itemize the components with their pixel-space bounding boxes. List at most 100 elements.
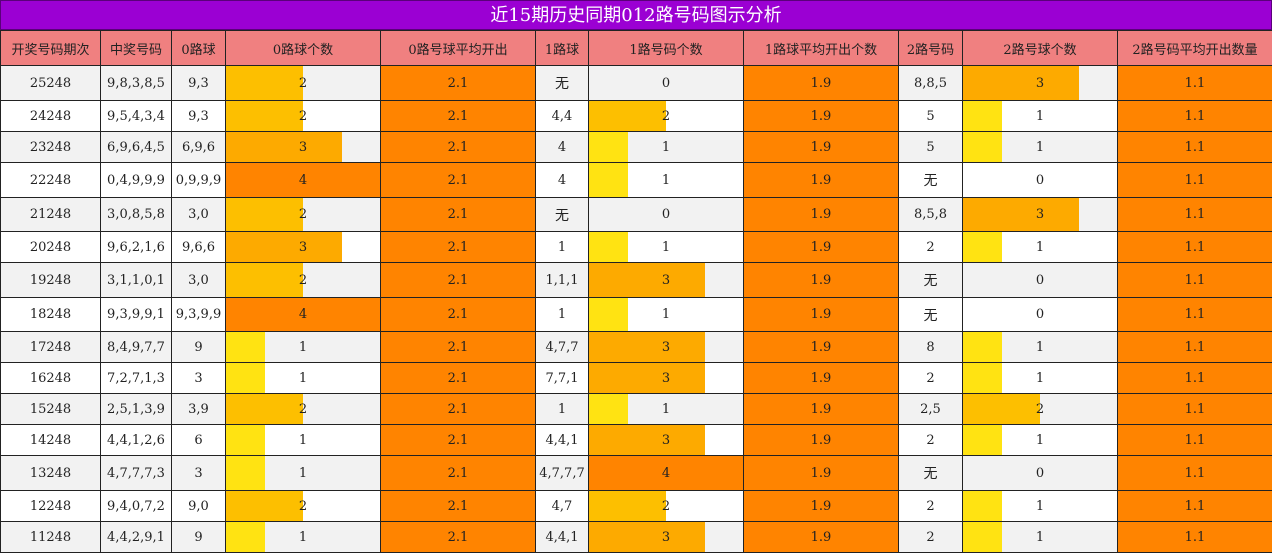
- route1-balls-cell: 4: [535, 131, 589, 163]
- route2-count-bar: [963, 198, 1079, 231]
- route1-avg-cell: 1.9: [743, 362, 899, 394]
- route0-count-cell: 3: [225, 231, 381, 263]
- route1-avg-cell: 1.9: [743, 521, 899, 553]
- route0-balls-cell: 3,9: [171, 393, 226, 425]
- route1-count-label: 0: [661, 207, 671, 222]
- route0-balls-cell: 3,0: [171, 197, 226, 232]
- numbers-cell: 9,8,3,8,5: [100, 65, 172, 101]
- route0-count-label: 2: [298, 498, 308, 514]
- route0-count-cell: 2: [225, 65, 381, 101]
- route2-avg-cell: 1.1: [1117, 455, 1272, 491]
- route0-balls-cell: 9,6,6: [171, 231, 226, 263]
- route2-avg-cell: 1.1: [1117, 65, 1272, 101]
- route1-balls-cell: 4,4,1: [535, 424, 589, 456]
- numbers-cell: 8,4,9,7,7: [100, 331, 172, 363]
- route0-balls-cell: 9,0: [171, 490, 226, 522]
- route0-balls-cell: 3,0: [171, 262, 226, 298]
- route0-balls-cell: 9: [171, 331, 226, 363]
- period-cell: 15248: [0, 393, 101, 425]
- route1-count-cell: 2: [588, 490, 744, 522]
- route0-count-bar: [226, 363, 265, 393]
- route1-avg-cell: 1.9: [743, 262, 899, 298]
- route1-avg-cell: 1.9: [743, 162, 899, 198]
- route0-count-label: 2: [298, 401, 308, 417]
- route0-count-cell: 1: [225, 521, 381, 553]
- route1-balls-cell: 4,4,1: [535, 521, 589, 553]
- period-cell: 20248: [0, 231, 101, 263]
- route0-count-cell: 4: [225, 297, 381, 332]
- route2-count-cell: 2: [962, 393, 1118, 425]
- route2-avg-cell: 1.1: [1117, 197, 1272, 232]
- route0-avg-cell: 2.1: [380, 262, 536, 298]
- route2-count-label: 0: [1035, 307, 1045, 322]
- route2-balls-cell: 5: [898, 131, 963, 163]
- chart-title: 近15期历史同期012路号码图示分析: [0, 0, 1272, 30]
- route1-count-cell: 1: [588, 297, 744, 332]
- route1-balls-cell: 4,7,7: [535, 331, 589, 363]
- route1-count-bar: [589, 363, 705, 393]
- route0-count-bar: [226, 332, 265, 362]
- route0-count-bar: [226, 101, 303, 131]
- route2-avg-cell: 1.1: [1117, 490, 1272, 522]
- header-row: 开奖号码期次 中奖号码 0路球 0路球个数 0路号球平均开出 1路球 1路号码个数 1路球平均…: [0, 30, 1272, 66]
- route1-balls-cell: 无: [535, 197, 589, 232]
- route1-count-cell: 3: [588, 362, 744, 394]
- route2-balls-cell: 2,5: [898, 393, 963, 425]
- analysis-table: 开奖号码期次 中奖号码 0路球 0路球个数 0路号球平均开出 1路球 1路号码个数 1路球平均…: [0, 30, 1272, 553]
- route1-count-cell: 2: [588, 100, 744, 132]
- route2-avg-cell: 1.1: [1117, 521, 1272, 553]
- header-r2: 2路号码: [898, 30, 963, 66]
- route1-count-cell: 3: [588, 262, 744, 298]
- route2-count-bar: [963, 394, 1040, 424]
- route1-count-cell: 1: [588, 393, 744, 425]
- route0-count-label: 1: [298, 339, 308, 355]
- route1-avg-cell: 1.9: [743, 331, 899, 363]
- table-row: 12248 9,4,0,7,2 9,0 2 2.1 4,7 2 1.9 2 1 1.1: [0, 490, 1272, 522]
- route2-count-label: 0: [1035, 272, 1045, 288]
- route0-avg-cell: 2.1: [380, 231, 536, 263]
- route2-count-label: 1: [1035, 370, 1045, 386]
- route1-count-label: 2: [661, 108, 671, 124]
- route1-count-label: 2: [661, 498, 671, 514]
- numbers-cell: 6,9,6,4,5: [100, 131, 172, 163]
- route1-avg-cell: 1.9: [743, 100, 899, 132]
- header-r0: 0路球: [171, 30, 226, 66]
- period-cell: 16248: [0, 362, 101, 394]
- route0-count-bar: [226, 232, 342, 262]
- route2-balls-cell: 无: [898, 262, 963, 298]
- route0-count-label: 3: [298, 239, 308, 255]
- route2-avg-cell: 1.1: [1117, 131, 1272, 163]
- route2-count-label: 1: [1035, 139, 1045, 155]
- route0-count-bar: [226, 198, 303, 231]
- numbers-cell: 3,1,1,0,1: [100, 262, 172, 298]
- table-row: 20248 9,6,2,1,6 9,6,6 3 2.1 1 1 1.9 2 1 1.1: [0, 231, 1272, 263]
- numbers-cell: 4,7,7,7,3: [100, 455, 172, 491]
- period-cell: 18248: [0, 297, 101, 332]
- route1-count-label: 1: [661, 239, 671, 255]
- route0-avg-cell: 2.1: [380, 455, 536, 491]
- route0-count-bar: [226, 263, 303, 297]
- numbers-cell: 7,2,7,1,3: [100, 362, 172, 394]
- route1-count-bar: [589, 101, 666, 131]
- route1-balls-cell: 4: [535, 162, 589, 198]
- route1-count-cell: 1: [588, 162, 744, 198]
- period-cell: 17248: [0, 331, 101, 363]
- table-row: 19248 3,1,1,0,1 3,0 2 2.1 1,1,1 3 1.9 无 0 1.1: [0, 262, 1272, 298]
- route0-count-label: 1: [298, 465, 308, 481]
- route2-count-cell: 1: [962, 231, 1118, 263]
- header-a1: 1路球平均开出个数: [743, 30, 899, 66]
- route2-avg-cell: 1.1: [1117, 231, 1272, 263]
- route1-avg-cell: 1.9: [743, 231, 899, 263]
- route2-count-label: 1: [1035, 432, 1045, 448]
- route1-count-bar: [589, 163, 628, 197]
- route2-count-label: 2: [1035, 401, 1045, 417]
- route0-avg-cell: 2.1: [380, 100, 536, 132]
- route0-count-cell: 1: [225, 331, 381, 363]
- route1-count-cell: 0: [588, 65, 744, 101]
- route1-avg-cell: 1.9: [743, 197, 899, 232]
- table-row: 15248 2,5,1,3,9 3,9 2 2.1 1 1 1.9 2,5 2 1.1: [0, 393, 1272, 425]
- route2-balls-cell: 8,5,8: [898, 197, 963, 232]
- table-row: 14248 4,4,1,2,6 6 1 2.1 4,4,1 3 1.9 2 1 1.1: [0, 424, 1272, 456]
- route2-count-label: 3: [1035, 75, 1045, 91]
- numbers-cell: 3,0,8,5,8: [100, 197, 172, 232]
